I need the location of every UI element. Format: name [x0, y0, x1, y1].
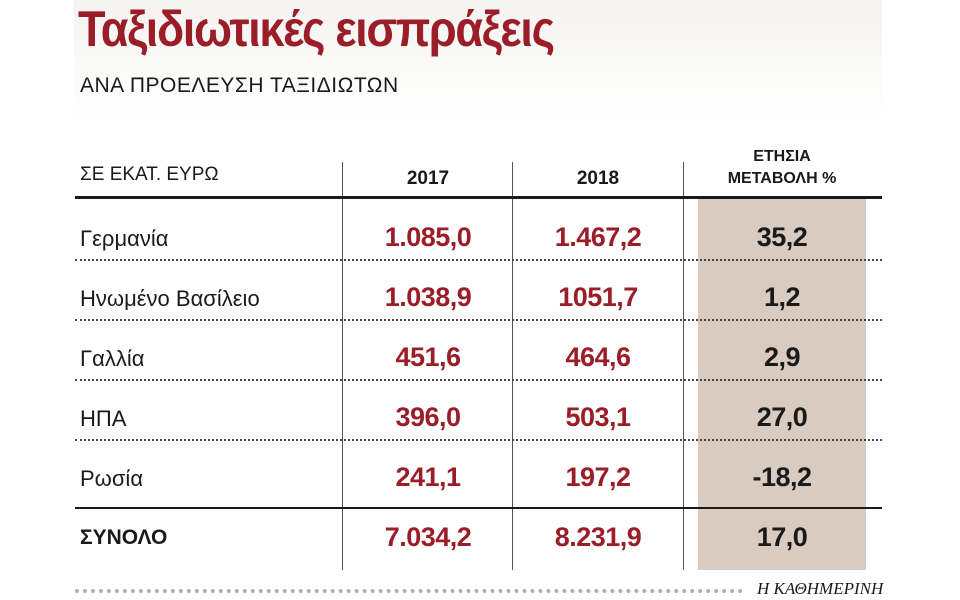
footer-rule [75, 589, 743, 593]
value-2017: 241,1 [395, 462, 461, 492]
value-2018: 1.467,2 [554, 222, 642, 252]
value-change: 35,2 [756, 222, 808, 252]
column-divider [342, 162, 343, 570]
row-label: ΗΠΑ [80, 406, 127, 431]
row-label: Ηνωμένο Βασίλειο [80, 286, 260, 311]
value-2018: 1051,7 [558, 282, 638, 312]
row-label: Γαλλία [80, 346, 145, 371]
value-change: 2,9 [763, 342, 801, 372]
value-2017: 451,6 [395, 342, 461, 372]
value-2017: 1.085,0 [384, 222, 472, 252]
title-band [74, 0, 882, 120]
value-change: 1,2 [763, 282, 801, 312]
header-change-line-2: ΜΕΤΑΒΟΛΗ % [727, 170, 837, 187]
total-rule [75, 507, 882, 509]
value-change: 27,0 [756, 402, 808, 432]
row-divider [75, 259, 882, 261]
total-label: ΣΥΝΟΛΟ [80, 526, 168, 549]
header-rule [75, 196, 882, 199]
header-unit: ΣΕ ΕΚΑΤ. ΕΥΡΩ [80, 164, 219, 185]
column-divider [512, 162, 513, 570]
column-divider [683, 162, 684, 570]
total-2018: 8.231,9 [554, 522, 642, 552]
header-2017: 2017 [406, 168, 450, 189]
header-2018: 2018 [576, 168, 620, 189]
total-2017: 7.034,2 [384, 522, 472, 552]
row-label: Γερμανία [80, 226, 169, 251]
chart-subtitle: ΑΝΑ ΠΡΟΕΛΕΥΣΗ ΤΑΞΙΔΙΩΤΩΝ [80, 74, 399, 97]
total-change: 17,0 [756, 522, 808, 552]
row-divider [75, 439, 882, 441]
value-2018: 197,2 [565, 462, 631, 492]
publisher-brand: Η ΚΑΘΗΜΕΡΙΝΗ [757, 579, 884, 598]
value-2018: 503,1 [565, 402, 631, 432]
row-divider [75, 319, 882, 321]
value-2017: 1.038,9 [384, 282, 472, 312]
header-change-line-1: ΕΤΗΣΙΑ [753, 148, 811, 165]
value-2017: 396,0 [395, 402, 461, 432]
header-change: ΕΤΗΣΙΑ ΜΕΤΑΒΟΛΗ % [698, 146, 866, 190]
row-label: Ρωσία [80, 466, 144, 491]
row-divider [75, 379, 882, 381]
chart-title: Ταξιδιωτικές εισπράξεις [78, 1, 555, 57]
value-2018: 464,6 [565, 342, 631, 372]
value-change: -18,2 [752, 462, 812, 492]
change-column-highlight [698, 198, 866, 570]
